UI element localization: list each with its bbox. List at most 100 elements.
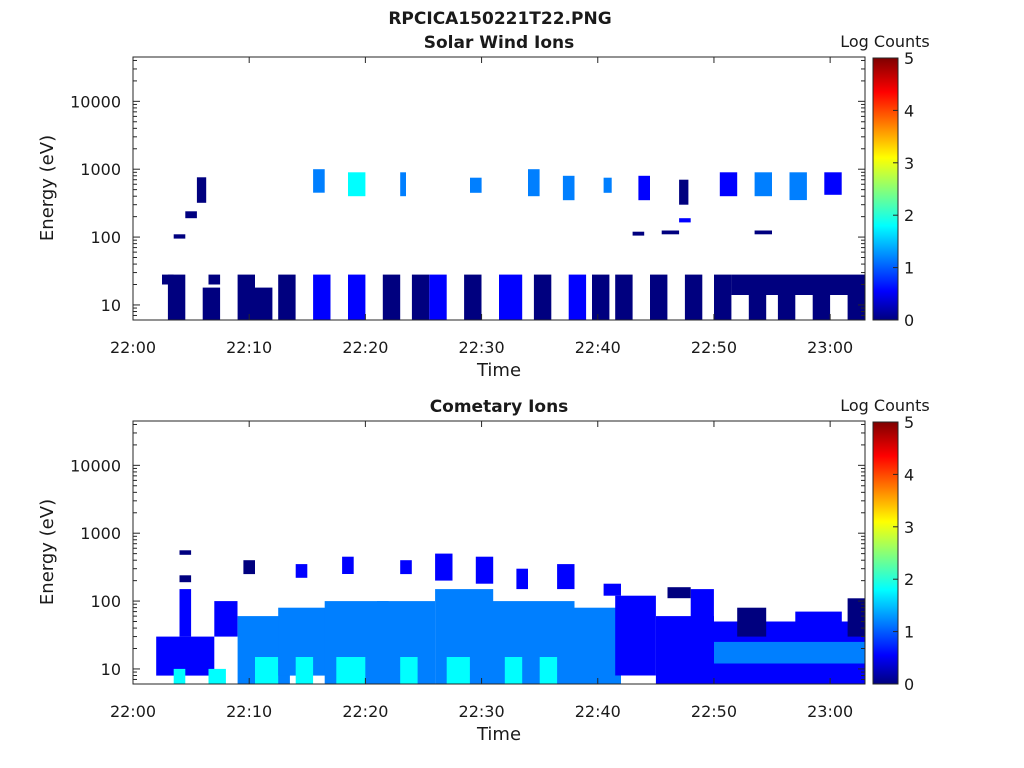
- heatmap-cell: [179, 550, 192, 555]
- heatmap-cell: [342, 556, 354, 574]
- colorbar-tick-label: 5: [904, 49, 914, 68]
- heatmap-cell: [382, 274, 401, 320]
- colorbar-tick-label: 0: [904, 675, 914, 694]
- heatmap-cell: [400, 172, 406, 197]
- heatmap-cell: [748, 295, 767, 320]
- heatmap-cell: [847, 295, 865, 320]
- colorbar-tick-label: 0: [904, 311, 914, 330]
- heatmap-cell: [789, 172, 807, 201]
- figure-title: RPCICA150221T22.PNG: [388, 9, 611, 29]
- heatmap-cell: [348, 274, 366, 320]
- panel-title: Cometary Ions: [430, 397, 569, 417]
- heatmap-cell: [185, 211, 197, 219]
- colorbar-tick-label: 1: [904, 259, 914, 278]
- x-tick-label: 22:40: [575, 338, 621, 357]
- colorbar-tick-label: 4: [904, 465, 914, 484]
- y-axis-label: Energy (eV): [37, 499, 58, 605]
- heatmap-cell: [824, 172, 842, 195]
- heatmap-cell: [737, 607, 767, 637]
- heatmap-cell: [411, 274, 430, 320]
- heatmap-cell: [795, 611, 842, 637]
- heatmap-cell: [731, 274, 865, 295]
- heatmap-cell: [313, 169, 325, 193]
- x-tick-label: 23:00: [807, 702, 853, 721]
- colorbar-title: Log Counts: [840, 396, 930, 415]
- x-tick-label: 22:00: [110, 338, 156, 357]
- colorbar-tick-label: 2: [904, 206, 914, 225]
- heatmap-cell: [528, 169, 540, 197]
- heatmap-cell: [464, 274, 482, 320]
- heatmap-cell: [255, 287, 273, 320]
- heatmap-cell: [667, 587, 691, 599]
- x-axis-label: Time: [476, 724, 521, 745]
- y-tick-label: 100: [90, 228, 121, 247]
- heatmap-cell: [162, 274, 174, 285]
- heatmap-cell: [580, 657, 598, 684]
- heatmap-cell: [714, 668, 865, 684]
- solar-wind-panel: Solar Wind Ions 22:00 22:10 22:20 22:30 22:4…: [37, 32, 930, 381]
- heatmap-cell: [615, 595, 656, 676]
- colorbar-gradient: [872, 57, 899, 321]
- x-tick-label: 22:30: [459, 702, 505, 721]
- cometary-ions-panel: Cometary Ions 22:00 22:10 22:20 22:30 22:40 2…: [37, 396, 930, 745]
- x-tick-label: 22:20: [342, 702, 388, 721]
- heatmap-cell: [847, 598, 865, 637]
- x-axis-label: Time: [476, 360, 521, 381]
- heatmap-cell: [661, 230, 680, 235]
- heatmap-cell: [429, 274, 447, 320]
- heatmap-cell: [568, 274, 587, 320]
- heatmap-cell: [754, 230, 772, 235]
- heatmap-cell: [179, 575, 192, 583]
- heatmap-cell: [603, 583, 621, 596]
- heatmap-cell: [499, 274, 523, 320]
- heatmap-cell: [638, 175, 650, 201]
- heatmap-cell: [400, 657, 418, 684]
- heatmap-cell: [603, 177, 612, 193]
- x-tick-label: 22:20: [342, 338, 388, 357]
- heatmap-cell: [179, 589, 192, 637]
- y-tick-label: 10: [101, 660, 121, 679]
- heatmap-cell: [295, 657, 314, 684]
- heatmap-cell: [243, 560, 255, 575]
- heatmap-cell: [278, 274, 296, 320]
- heatmap-cell: [533, 274, 552, 320]
- heatmap-cell: [196, 177, 207, 203]
- heatmap-cell: [400, 560, 412, 575]
- y-tick-label: 1000: [80, 524, 121, 543]
- heatmap-cell: [295, 564, 308, 578]
- heatmap-cell: [592, 274, 610, 320]
- colorbar-tick-label: 3: [904, 154, 914, 173]
- colorbar-tick-label: 3: [904, 518, 914, 537]
- colorbar-tick-label: 4: [904, 101, 914, 120]
- heatmap-cell: [714, 274, 732, 320]
- heatmap-cell: [777, 295, 796, 320]
- y-tick-label: 1000: [80, 160, 121, 179]
- heatmap-cell: [237, 274, 255, 320]
- heatmap-cell: [557, 564, 575, 590]
- x-tick-label: 22:10: [226, 702, 272, 721]
- heatmap-cell: [650, 274, 668, 320]
- x-tick-label: 22:50: [691, 702, 737, 721]
- y-tick-label: 10: [101, 296, 121, 315]
- y-tick-label: 10000: [70, 456, 121, 475]
- heatmap-cell: [202, 287, 221, 320]
- heatmap-cell: [470, 177, 482, 193]
- x-tick-label: 22:10: [226, 338, 272, 357]
- heatmap-cell: [214, 601, 238, 637]
- y-axis-label: Energy (eV): [37, 135, 58, 241]
- heatmap-cell: [255, 657, 279, 684]
- heatmap-cell: [679, 179, 689, 205]
- x-tick-label: 22:30: [459, 338, 505, 357]
- heatmap-cell: [435, 553, 453, 581]
- heatmap-cell: [504, 657, 523, 684]
- heatmap-cell: [348, 172, 366, 197]
- colorbar-gradient: [872, 421, 899, 685]
- heatmap-cell: [173, 668, 186, 684]
- heatmap-cell: [719, 172, 738, 197]
- heatmap-cell: [754, 172, 772, 197]
- heatmap-cell: [615, 274, 633, 320]
- heatmap-cell: [173, 234, 186, 239]
- heatmap-cell: [313, 274, 331, 320]
- plot-frame: [132, 56, 866, 321]
